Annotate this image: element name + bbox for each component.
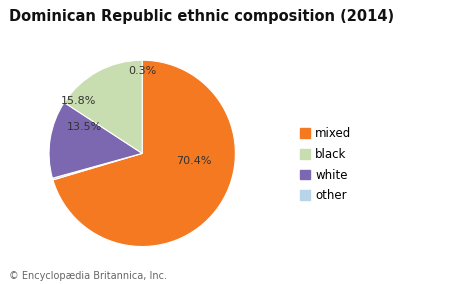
Text: © Encyclopædia Britannica, Inc.: © Encyclopædia Britannica, Inc. (9, 271, 167, 281)
Legend: mixed, black, white, other: mixed, black, white, other (295, 122, 356, 207)
Text: 13.5%: 13.5% (67, 122, 102, 132)
Wedge shape (64, 60, 142, 153)
Text: Dominican Republic ethnic composition (2014): Dominican Republic ethnic composition (2… (9, 9, 394, 24)
Text: 15.8%: 15.8% (61, 96, 97, 106)
Wedge shape (53, 60, 236, 247)
Wedge shape (49, 103, 142, 178)
Wedge shape (53, 153, 142, 180)
Text: 0.3%: 0.3% (128, 66, 156, 76)
Text: 70.4%: 70.4% (176, 156, 211, 166)
